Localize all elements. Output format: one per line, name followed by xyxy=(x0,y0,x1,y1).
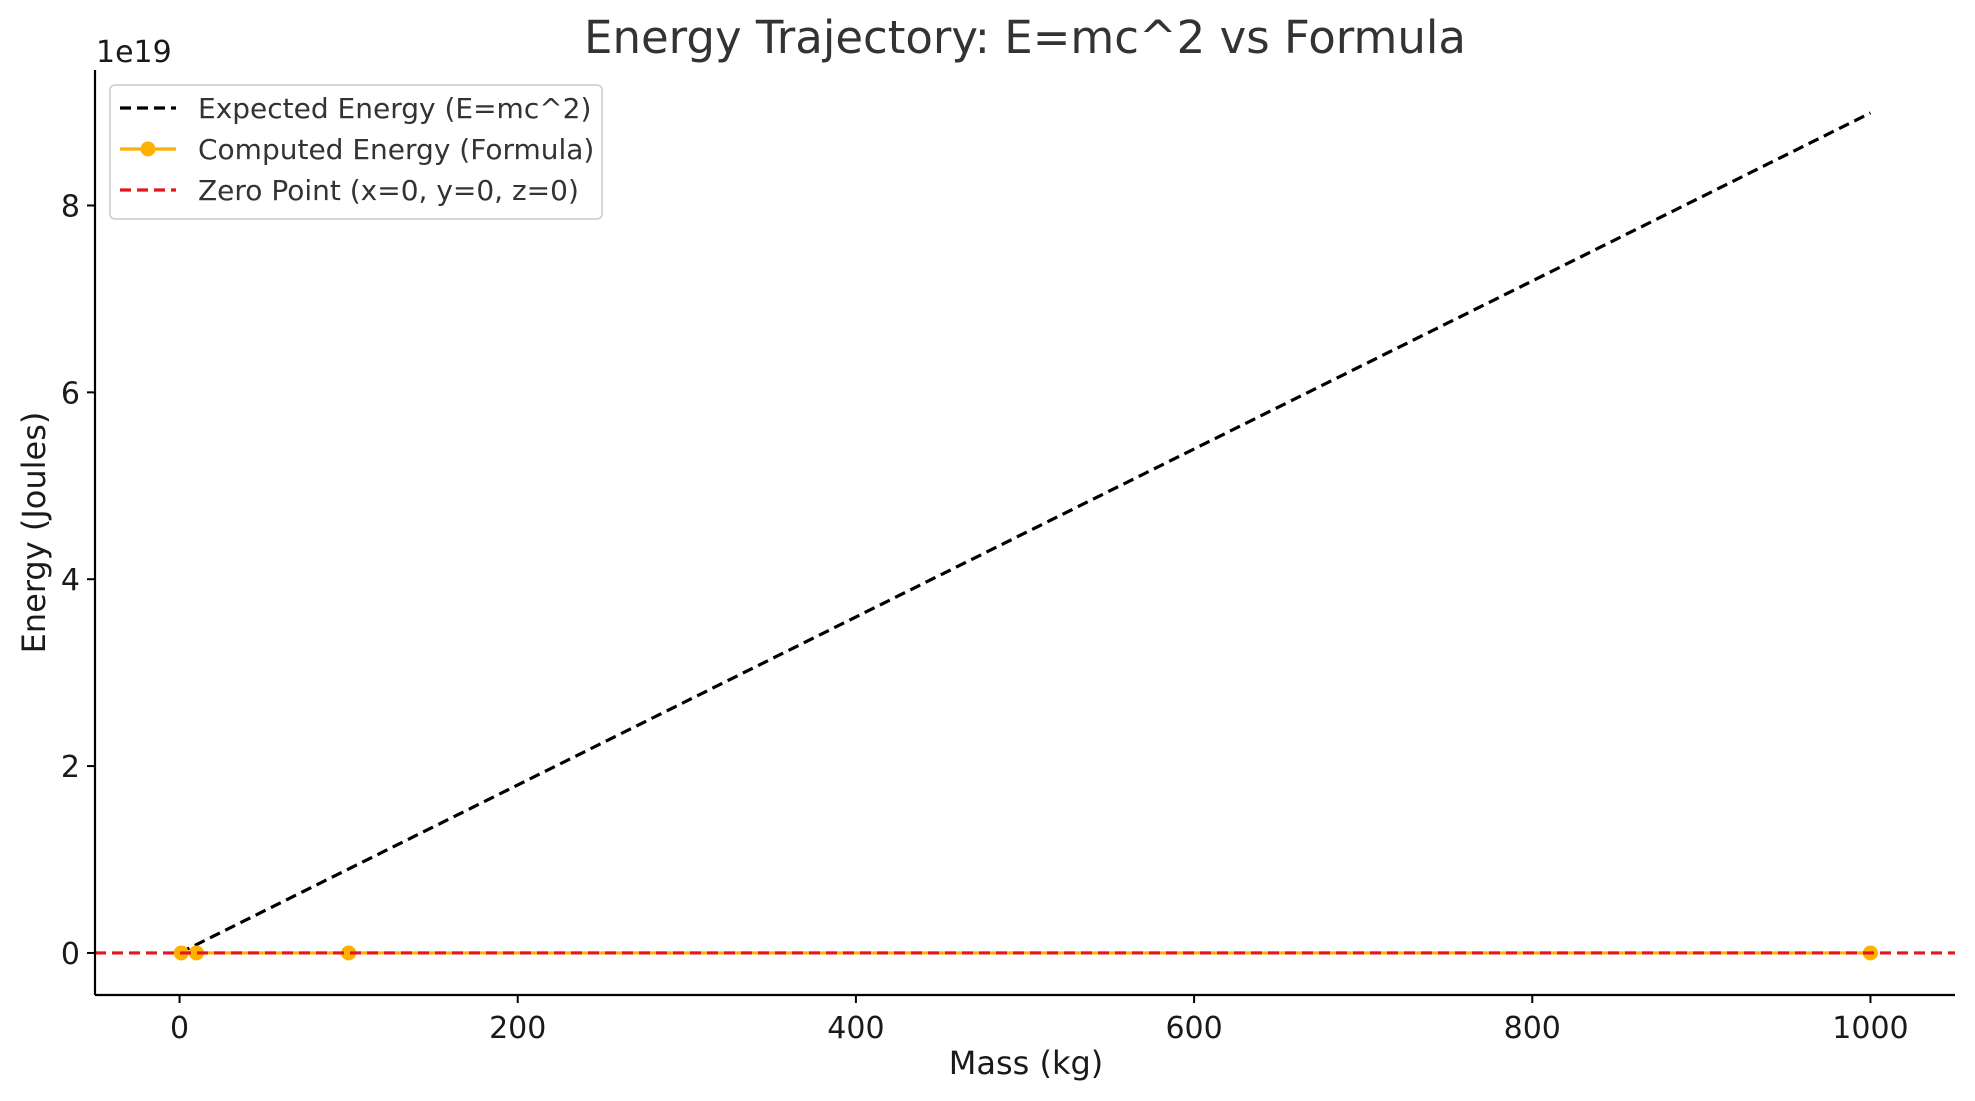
y-tick-label: 2 xyxy=(61,750,80,785)
series-2-point xyxy=(188,945,204,961)
plot-area xyxy=(95,111,1955,961)
legend-entry-label: Zero Point (x=0, y=0, z=0) xyxy=(198,174,579,207)
x-tick-label: 0 xyxy=(170,1011,189,1046)
x-tick-label: 1000 xyxy=(1832,1011,1908,1046)
legend-marker xyxy=(140,141,156,157)
legend-entry-label: Computed Energy (Formula) xyxy=(198,133,594,166)
series-2-point xyxy=(341,945,357,961)
legend-box xyxy=(109,84,603,220)
y-tick-label: 8 xyxy=(61,189,80,224)
y-tick-label: 0 xyxy=(61,937,80,972)
axes: 0 200 400 600 800 1000 0 2 4 6 8 xyxy=(61,70,1955,1046)
legend-entry-label: Expected Energy (E=mc^2) xyxy=(198,92,591,125)
y-tick-label: 6 xyxy=(61,376,80,411)
x-tick-label: 200 xyxy=(489,1011,546,1046)
legend: Expected Energy (E=mc^2) Computed Energy … xyxy=(109,84,603,220)
x-tick-label: 600 xyxy=(1165,1011,1222,1046)
x-axis-label: Mass (kg) xyxy=(949,1044,1104,1082)
chart-title: Energy Trajectory: E=mc^2 vs Formula xyxy=(584,11,1466,64)
y-axis-offset-label: 1e19 xyxy=(96,35,172,70)
y-tick-label: 4 xyxy=(61,563,80,598)
x-tick-label: 400 xyxy=(827,1011,884,1046)
y-axis-label: Energy (Joules) xyxy=(15,412,53,654)
series-1-line xyxy=(178,111,1872,955)
x-tick-label: 800 xyxy=(1504,1011,1561,1046)
